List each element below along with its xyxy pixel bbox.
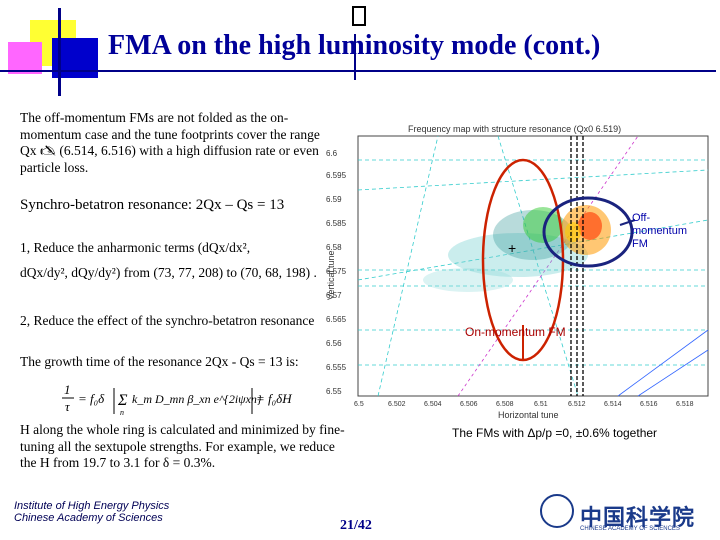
svg-text:= f₀δH: = f₀δH <box>256 391 292 406</box>
cas-english-name: CHINESE ACADEMY OF SCIENCES <box>580 526 680 532</box>
growth-time-text: The growth time of the resonance 2Qx - Q… <box>20 354 299 369</box>
svg-text:n: n <box>120 408 124 417</box>
header-decoration-pink <box>8 42 42 74</box>
y-tick: 6.58 <box>326 243 342 252</box>
institute-line2: Chinese Academy of Sciences <box>14 512 163 524</box>
svg-text:τ: τ <box>65 399 71 414</box>
y-tick: 6.6 <box>326 149 338 158</box>
y-tick: 6.59 <box>326 195 342 204</box>
off-momentum-label-line: Off- <box>632 212 651 224</box>
header-horizontal-rule <box>0 70 716 72</box>
item1-line1: 1, Reduce the anharmonic terms (dQx/dx², <box>20 240 251 255</box>
x-tick: 6.514 <box>604 401 622 408</box>
off-momentum-cloud <box>561 205 611 255</box>
cas-seal-icon <box>540 494 574 528</box>
off-momentum-label-line: FM <box>632 238 648 250</box>
frequency-map-plot: Frequency map with structure resonance (… <box>318 120 718 450</box>
item2: 2, Reduce the effect of the synchro-beta… <box>20 313 315 328</box>
off-momentum-label: Off- momentum FM <box>632 212 687 251</box>
x-tick: 6.516 <box>640 401 658 408</box>
y-tick: 6.595 <box>326 171 347 180</box>
y-tick: 6.57 <box>326 291 342 300</box>
header-vertical-line-2 <box>354 34 356 80</box>
plot-frame <box>357 135 709 397</box>
off-momentum-arrow <box>619 219 636 226</box>
h-minimization-paragraph: H along the whole ring is calculated and… <box>20 422 345 470</box>
x-tick-labels: 6.5 6.502 6.504 6.506 6.508 6.51 6.512 6… <box>354 401 694 408</box>
x-tick: 6.5 <box>354 401 364 408</box>
x-axis-label: Horizontal tune <box>498 410 559 420</box>
resonance-lines <box>357 135 709 397</box>
off-momentum-highlight <box>542 196 634 268</box>
y-tick: 6.585 <box>326 219 347 228</box>
y-tick: 6.555 <box>326 363 347 372</box>
synchro-resonance-line: Synchro-betatron resonance: 2Qx – Qs = 1… <box>20 197 320 214</box>
equation-graphic: 1 τ = f₀δ Σ n k_m D_mn β_xn e^{2iψxn} = … <box>62 382 292 417</box>
placeholder-glyph-icon <box>352 6 366 26</box>
svg-text:1: 1 <box>64 382 71 397</box>
svg-text:k_m D_mn β_xn e^{2iψxn}: k_m D_mn β_xn e^{2iψxn} <box>132 392 262 406</box>
nominal-tune-marker: + <box>508 240 516 256</box>
y-tick: 6.575 <box>326 267 347 276</box>
plot-title: Frequency map with structure resonance (… <box>408 124 621 134</box>
x-tick: 6.508 <box>496 401 514 408</box>
header-vertical-line <box>58 8 61 96</box>
cas-name: 中国科学院 <box>580 505 696 530</box>
x-tick: 6.506 <box>460 401 478 408</box>
resonance-lines-blue <box>617 329 709 397</box>
svg-text:= f₀δ: = f₀δ <box>78 391 105 406</box>
x-tick: 6.518 <box>676 401 694 408</box>
svg-text:Σ: Σ <box>117 392 128 409</box>
y-axis-label: Vertical tune <box>326 250 336 300</box>
synchro-resonance-text: Synchro-betatron resonance: 2Qx – Qs = 1… <box>20 197 285 213</box>
item1-line2: dQx/dy², dQy/dy²) from (73, 77, 208) to … <box>20 265 317 280</box>
intro-paragraph: The off-momentum FMs are not folded as t… <box>20 110 320 176</box>
x-tick: 6.512 <box>568 401 586 408</box>
institute-line1: Institute of High Energy Physics <box>14 500 170 512</box>
plot-caption: The FMs with Δp/p =0, ±0.6% together <box>452 426 658 440</box>
page-number: 21/42 <box>340 518 372 533</box>
y-tick-labels: 6.6 6.595 6.59 6.585 6.58 6.575 6.57 6.5… <box>326 149 347 396</box>
on-momentum-label: On-momentum FM <box>465 325 566 339</box>
y-tick: 6.565 <box>326 315 347 324</box>
institute-logo-text: Institute of High Energy Physics Chinese… <box>14 500 169 524</box>
off-momentum-label-line: momentum <box>632 225 688 237</box>
growth-time-equation: 1 τ = f₀δ Σ n k_m D_mn β_xn e^{2iψxn} = … <box>62 380 302 424</box>
y-tick: 6.56 <box>326 339 342 348</box>
x-tick: 6.504 <box>424 401 442 408</box>
intro-text: The off-momentum FMs are not folded as t… <box>20 110 320 175</box>
x-tick: 6.51 <box>534 401 548 408</box>
y-tick: 6.55 <box>326 387 342 396</box>
x-tick: 6.502 <box>388 401 406 408</box>
slide-title: FMA on the high luminosity mode (cont.) <box>108 30 601 61</box>
resonance-lines-magenta <box>457 135 639 397</box>
frequency-map-svg: Frequency map with structure resonance (… <box>326 124 709 420</box>
